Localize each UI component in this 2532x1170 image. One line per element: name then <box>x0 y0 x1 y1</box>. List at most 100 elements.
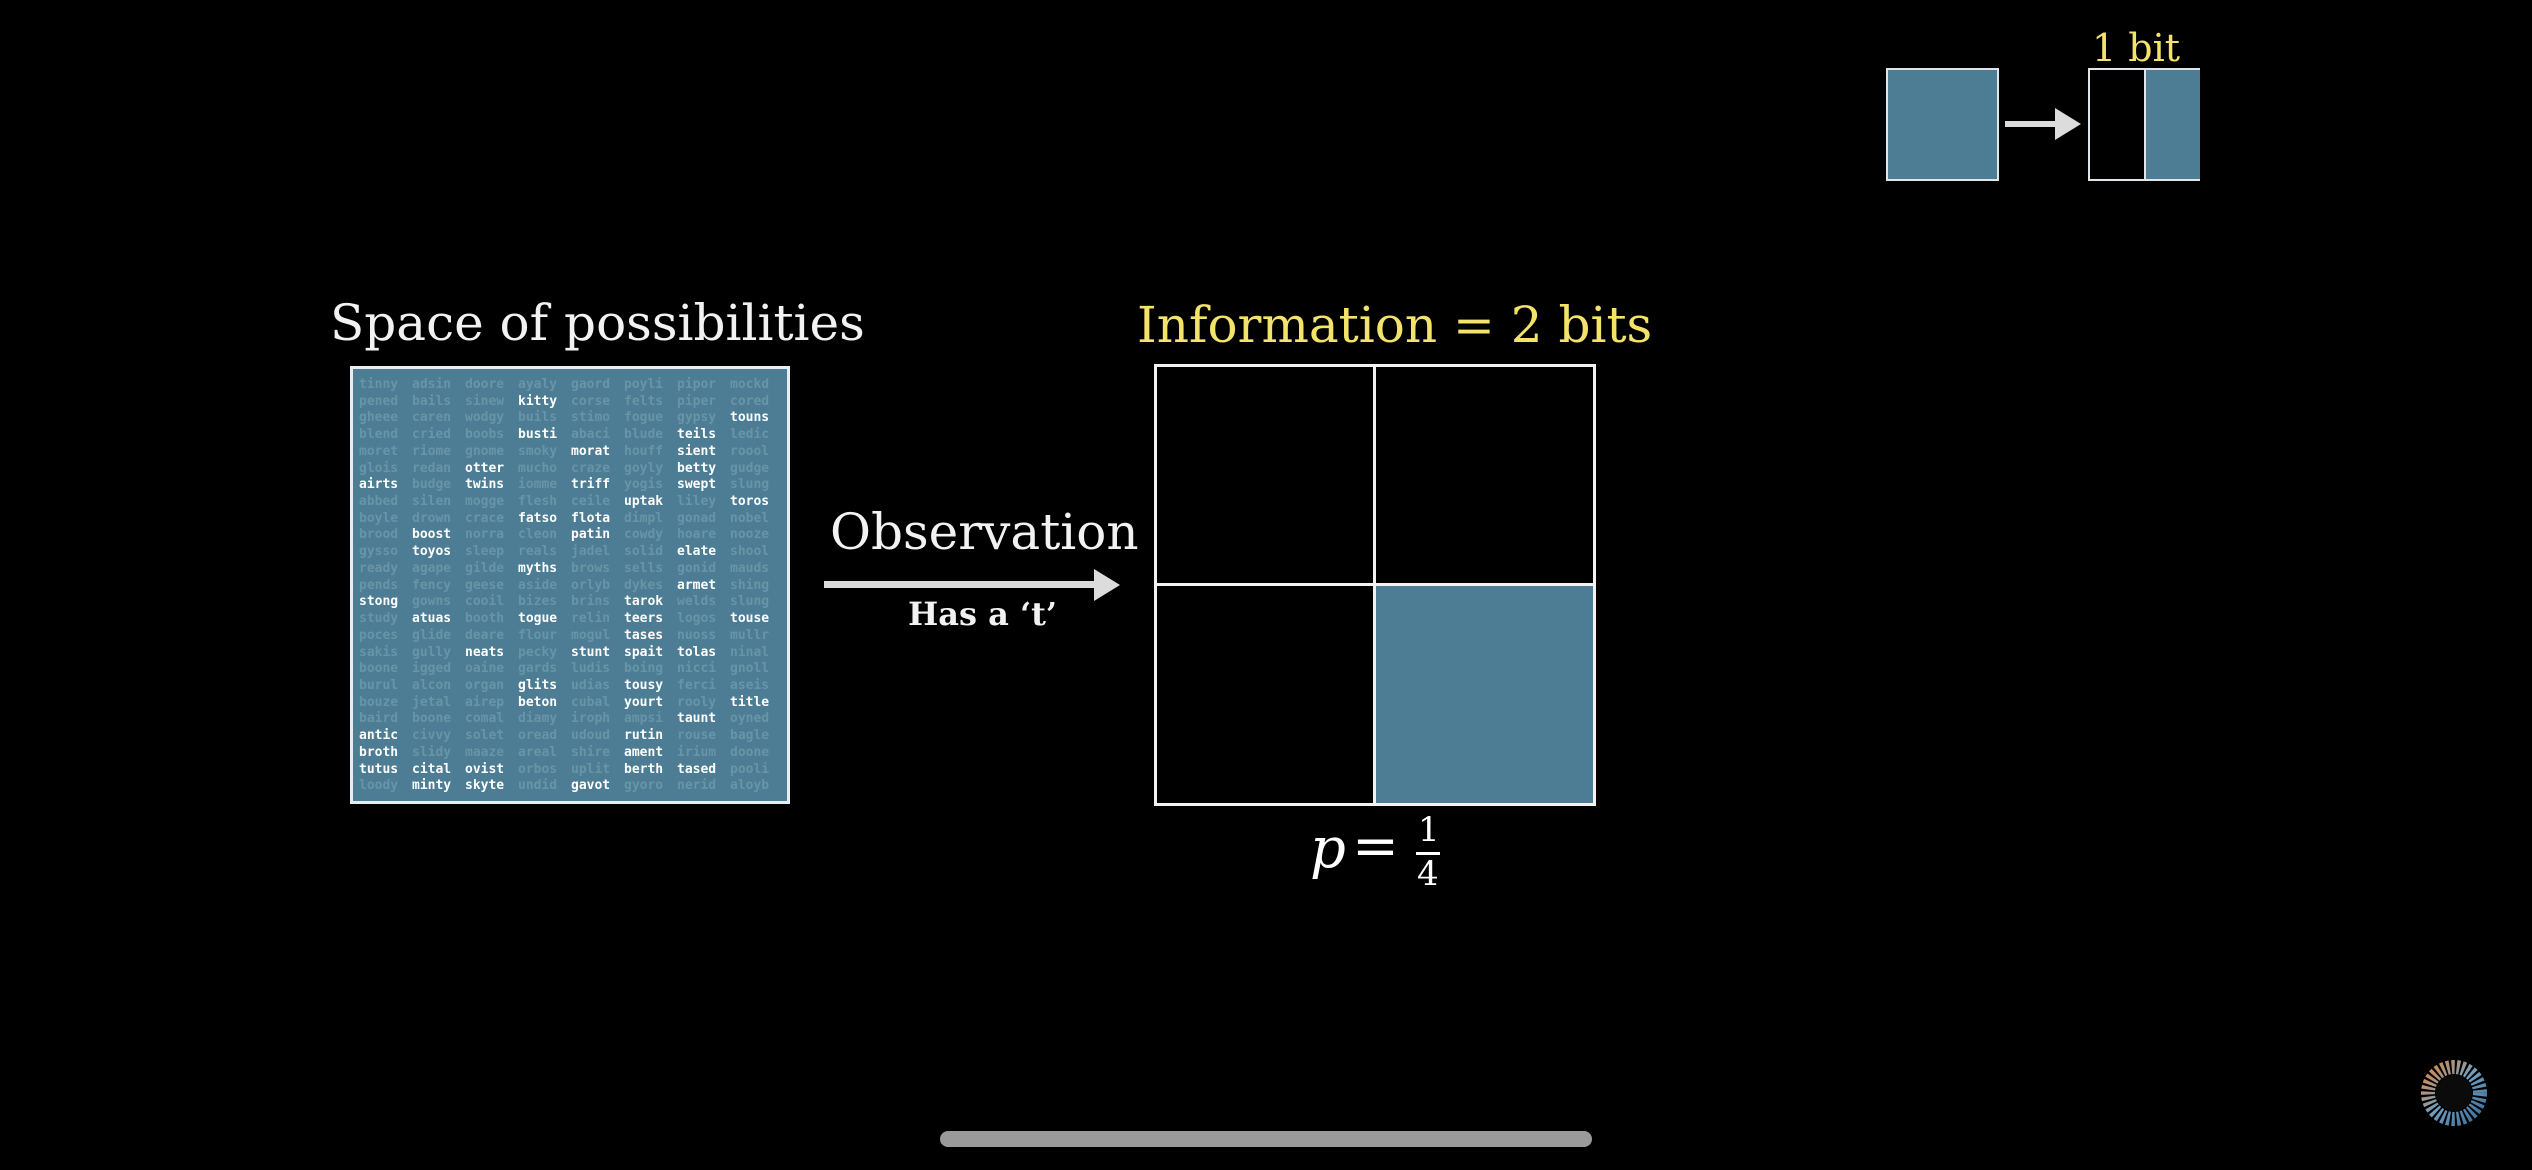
word-faded: relin <box>571 611 611 627</box>
word-faded: areal <box>518 744 558 760</box>
word-faded: abbed <box>359 494 399 510</box>
word-highlighted: triff <box>571 477 611 493</box>
word-faded: mauds <box>730 560 770 576</box>
word-faded: study <box>359 611 399 627</box>
word-highlighted: touse <box>730 611 770 627</box>
word-faded: shire <box>571 744 611 760</box>
word-faded: felts <box>624 393 664 409</box>
word-highlighted: swept <box>677 477 717 493</box>
probability-variable: p <box>1310 816 1346 881</box>
word-faded: pened <box>359 393 399 409</box>
word-faded: gonid <box>677 560 717 576</box>
word-faded: budge <box>412 477 452 493</box>
word-faded: flesh <box>518 494 558 510</box>
word-faded: sleep <box>465 544 505 560</box>
word-faded: ludis <box>571 661 611 677</box>
word-faded: slidy <box>412 744 452 760</box>
word-faded: goyly <box>624 460 664 476</box>
word-faded: uplit <box>571 761 611 777</box>
word-faded: reals <box>518 544 558 560</box>
word-faded: solet <box>465 728 505 744</box>
word-highlighted: yourt <box>624 694 664 710</box>
word-faded: silen <box>412 494 452 510</box>
word-faded: aside <box>518 577 558 593</box>
word-faded: poyli <box>624 377 664 392</box>
word-faded: gudge <box>730 460 770 476</box>
word-faded: gaord <box>571 377 611 392</box>
probability-formula: p = 1 4 <box>1310 810 1450 894</box>
word-faded: cried <box>412 427 452 443</box>
word-highlighted: glits <box>518 677 558 693</box>
word-faded: booth <box>465 611 505 627</box>
word-highlighted: rutin <box>624 728 664 744</box>
word-faded: agape <box>412 560 452 576</box>
word-faded: cleon <box>518 527 558 543</box>
word-faded: adsin <box>412 377 452 392</box>
grid-cell-bottom-right-selected <box>1373 583 1596 806</box>
word-highlighted: twins <box>465 477 505 493</box>
word-faded: gysso <box>359 544 399 560</box>
information-title: Information = 2 bits <box>1137 296 1653 354</box>
word-faded: jetal <box>412 694 452 710</box>
word-faded: corse <box>571 393 611 409</box>
fraction-bar <box>1416 852 1440 855</box>
word-faded: airep <box>465 694 505 710</box>
word-highlighted: touns <box>730 410 770 426</box>
home-indicator[interactable] <box>940 1131 1592 1147</box>
word-faded: boing <box>624 661 664 677</box>
word-faded: craze <box>571 460 611 476</box>
word-faded: blend <box>359 427 399 443</box>
word-faded: gheee <box>359 410 399 426</box>
word-faded: doore <box>465 377 505 392</box>
word-highlighted: togue <box>518 611 558 627</box>
word-faded: roool <box>730 443 770 459</box>
word-faded: mogul <box>571 627 611 643</box>
word-faded: smoky <box>518 443 558 459</box>
word-faded: oaine <box>465 661 505 677</box>
word-faded: boyle <box>359 510 399 526</box>
word-faded: aseis <box>730 677 770 693</box>
word-highlighted: ament <box>624 744 664 760</box>
word-faded: alcon <box>412 677 452 693</box>
word-faded: pecky <box>518 644 558 660</box>
word-faded: udoud <box>571 728 611 744</box>
word-faded: caren <box>412 410 452 426</box>
word-faded: ferci <box>677 677 717 693</box>
word-faded: shool <box>730 544 770 560</box>
probability-denominator: 4 <box>1417 854 1439 894</box>
word-highlighted: boost <box>412 527 452 543</box>
word-highlighted: myths <box>518 560 558 576</box>
word-highlighted: betty <box>677 460 717 476</box>
word-faded: dykes <box>624 577 664 593</box>
word-faded: oread <box>518 728 558 744</box>
word-highlighted: tarok <box>624 594 664 610</box>
word-faded: yogis <box>624 477 664 493</box>
word-highlighted: broth <box>359 744 399 760</box>
word-faded: houff <box>624 443 664 459</box>
word-faded: slung <box>730 594 770 610</box>
word-faded: bagle <box>730 728 770 744</box>
word-faded: redan <box>412 460 452 476</box>
word-faded: gully <box>412 644 452 660</box>
word-highlighted: toyos <box>412 544 452 560</box>
word-highlighted: skyte <box>465 778 505 794</box>
word-faded: fogue <box>624 410 664 426</box>
probability-numerator: 1 <box>1418 810 1440 850</box>
word-faded: boone <box>412 711 452 727</box>
word-faded: nuoss <box>677 627 717 643</box>
word-faded: gilde <box>465 560 505 576</box>
word-faded: nooze <box>730 527 770 543</box>
word-highlighted: flota <box>571 510 611 526</box>
word-faded: brins <box>571 594 611 610</box>
word-highlighted: stong <box>359 594 399 610</box>
word-faded: logos <box>677 611 717 627</box>
word-highlighted: tases <box>624 627 664 643</box>
word-faded: mullr <box>730 627 770 643</box>
word-faded: jadel <box>571 544 611 560</box>
word-faded: gards <box>518 661 558 677</box>
word-faded: gowns <box>412 594 452 610</box>
word-faded: drown <box>412 510 452 526</box>
word-highlighted: tased <box>677 761 717 777</box>
word-faded: cowdy <box>624 527 664 543</box>
word-highlighted: teers <box>624 611 664 627</box>
